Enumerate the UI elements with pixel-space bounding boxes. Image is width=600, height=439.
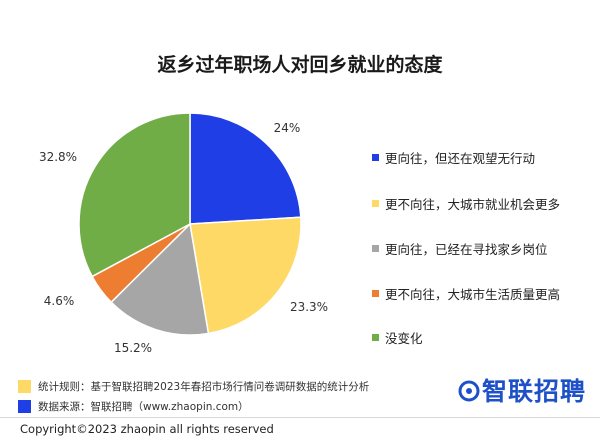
footer-divider bbox=[0, 417, 600, 418]
zhaopin-logo-icon bbox=[458, 379, 480, 402]
legend-swatch-1 bbox=[372, 200, 379, 207]
pie-slice-0 bbox=[189, 112, 302, 225]
legend-swatch-4 bbox=[372, 334, 379, 341]
legend-label-2: 更向往，已经在寻找家乡岗位 bbox=[385, 242, 548, 257]
legend-label-1: 更不向往，大城市就业机会更多 bbox=[385, 197, 561, 212]
legend-swatch-3 bbox=[372, 290, 379, 297]
legend-label-3: 更不向往，大城市生活质量更高 bbox=[385, 287, 561, 302]
legend-swatch-0 bbox=[372, 154, 379, 161]
slice-value-label-3: 4.6% bbox=[44, 294, 75, 308]
note-rule-swatch bbox=[18, 379, 31, 393]
zhaopin-logo: 智联招聘 bbox=[458, 372, 586, 408]
legend-item-3: 更不向往，大城市生活质量更高 bbox=[372, 284, 560, 303]
legend-item-4: 没变化 bbox=[372, 328, 423, 347]
chart-title: 返乡过年职场人对回乡就业的态度 bbox=[157, 54, 443, 76]
note-source-text: 数据来源：智联招聘（www.zhaopin.com） bbox=[38, 400, 249, 413]
legend-label-0: 更向往，但还在观望无行动 bbox=[385, 151, 536, 166]
legend-label-4: 没变化 bbox=[385, 331, 423, 346]
legend-item-0: 更向往，但还在观望无行动 bbox=[372, 148, 535, 167]
note-source-swatch bbox=[18, 399, 31, 413]
pie-slice-4 bbox=[78, 112, 191, 278]
copyright-text: Copyright©2023 zhaopin all rights reserv… bbox=[20, 422, 274, 436]
slice-value-label-2: 15.2% bbox=[114, 341, 152, 355]
notes: 统计规则：基于智联招聘2023年春招市场行情问卷调研数据的统计分析 数据来源：智… bbox=[18, 376, 369, 416]
logo-text: 智联招聘 bbox=[481, 377, 586, 406]
slice-value-label-0: 24% bbox=[274, 121, 301, 135]
note-rule-text: 统计规则：基于智联招聘2023年春招市场行情问卷调研数据的统计分析 bbox=[38, 380, 370, 393]
slice-value-label-1: 23.3% bbox=[290, 300, 328, 314]
pie-slice-1 bbox=[189, 216, 302, 335]
legend-item-2: 更向往，已经在寻找家乡岗位 bbox=[372, 239, 548, 258]
legend-swatch-2 bbox=[372, 245, 379, 252]
note-source: 数据来源：智联招聘（www.zhaopin.com） bbox=[18, 396, 369, 416]
legend-item-1: 更不向往，大城市就业机会更多 bbox=[372, 194, 560, 213]
note-rule: 统计规则：基于智联招聘2023年春招市场行情问卷调研数据的统计分析 bbox=[18, 376, 369, 396]
slice-value-label-4: 32.8% bbox=[39, 150, 77, 164]
pie-slice-2 bbox=[110, 222, 210, 336]
